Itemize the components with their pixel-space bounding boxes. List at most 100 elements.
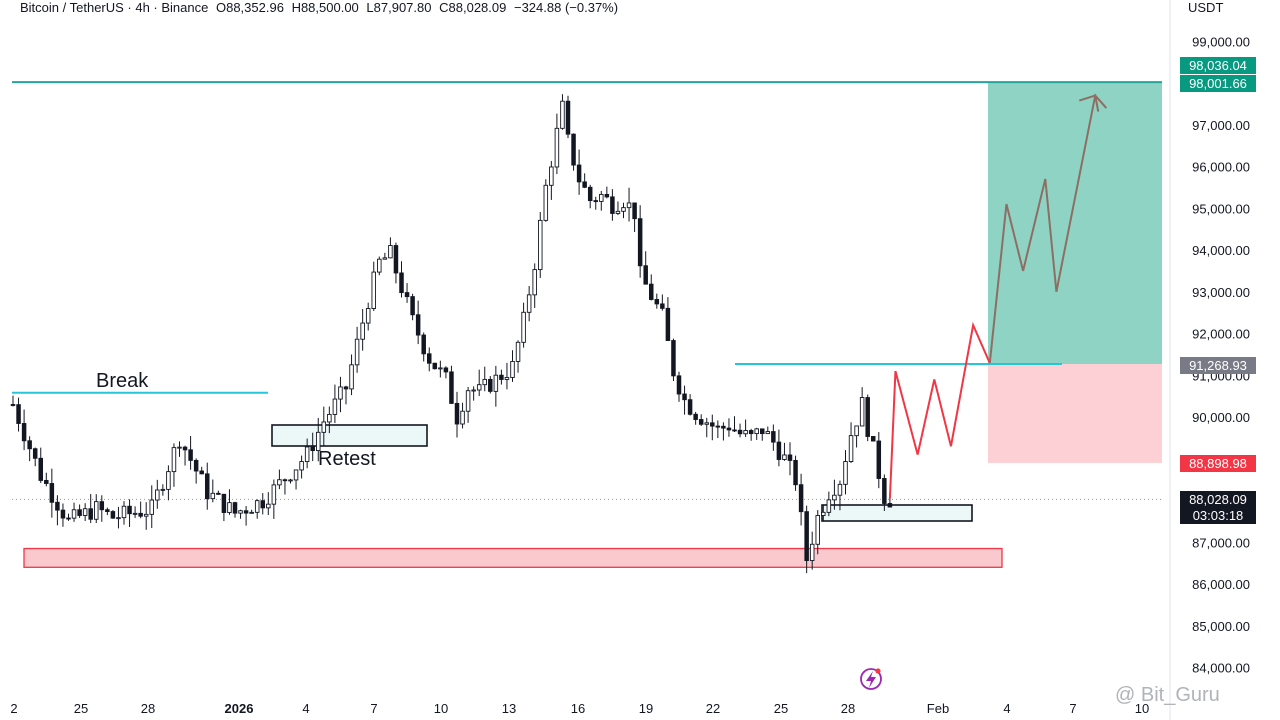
candle-body [621, 207, 626, 212]
ohlc-open: O88,352.96 [215, 0, 284, 15]
y-tick-label: 84,000.00 [1192, 661, 1250, 676]
price-tag-91268: 91,268.93 [1180, 357, 1256, 374]
candle [682, 385, 687, 415]
current-price-tag: 88,028.09 [1180, 491, 1256, 508]
support-zone [23, 547, 1003, 568]
candle [832, 479, 837, 510]
candle [809, 531, 815, 570]
candle-body [377, 258, 382, 273]
candle [599, 191, 604, 211]
candle [837, 480, 843, 511]
price-unit-label[interactable]: USDT [1188, 0, 1224, 15]
candle-body [310, 446, 315, 452]
x-tick-label: 7 [370, 701, 377, 716]
alert-icon[interactable] [860, 668, 882, 690]
candle [155, 479, 160, 509]
candle [826, 491, 832, 517]
candle-body [438, 367, 443, 370]
candle [476, 369, 482, 397]
candle-body [832, 494, 837, 501]
candle [132, 506, 138, 518]
candle [321, 406, 327, 447]
candle-body [721, 425, 726, 429]
candle-body [687, 399, 693, 415]
candle [665, 297, 671, 341]
candle-body [410, 296, 415, 316]
candle-body [60, 509, 66, 519]
candle [798, 473, 804, 526]
candle-body [854, 425, 859, 437]
candle [410, 293, 415, 321]
projected-path-red [888, 321, 991, 499]
candle [676, 371, 682, 402]
candle [637, 205, 643, 278]
candle [399, 261, 404, 298]
candle [754, 427, 759, 440]
candle [654, 293, 660, 309]
candle [582, 173, 587, 189]
candle [854, 425, 859, 448]
candle [349, 354, 354, 396]
candle [521, 302, 526, 348]
candle [465, 387, 471, 423]
candle [82, 503, 88, 522]
candle-body [876, 440, 882, 479]
candle-body [404, 292, 410, 298]
candle [188, 435, 193, 470]
candle-body [476, 384, 482, 391]
symbol-name[interactable]: Bitcoin / TetherUS · 4h · Binance [20, 0, 209, 15]
candle-body [754, 428, 759, 435]
candle-body [549, 166, 554, 186]
candle-body [371, 271, 377, 309]
candle-body [821, 511, 826, 516]
candle [93, 494, 99, 523]
candle-body [809, 543, 815, 562]
x-tick-label: 25 [774, 701, 788, 716]
candle [415, 300, 421, 345]
candle-body [632, 202, 637, 220]
candle-body [493, 374, 499, 392]
candle-body [66, 517, 71, 520]
candle-body [865, 397, 870, 437]
candle [177, 441, 182, 457]
candle [449, 365, 454, 404]
ohlc-low: L87,907.80 [366, 0, 432, 15]
candle-body [760, 428, 765, 435]
candle [310, 432, 315, 462]
candle-body [227, 502, 232, 513]
candle-body [105, 509, 110, 512]
candle [776, 429, 782, 467]
candle-body [332, 398, 338, 415]
candle-body [99, 501, 105, 511]
candle-body [565, 100, 571, 135]
candle-body [193, 459, 199, 472]
candle-body [360, 322, 365, 340]
candle [626, 187, 632, 222]
candle-body [199, 470, 204, 475]
candle-body [482, 378, 488, 386]
candle-body [21, 423, 27, 442]
candle-body [321, 421, 327, 433]
candle [193, 458, 199, 484]
candle-body [715, 425, 721, 428]
candle [77, 504, 82, 518]
candle [382, 252, 388, 260]
candle-body [515, 341, 521, 362]
candle-body [415, 314, 421, 336]
candle [232, 501, 238, 518]
candle [121, 501, 127, 525]
price-tag-88898: 88,898.98 [1180, 455, 1256, 472]
candle-body [171, 447, 177, 473]
candle-body [693, 413, 698, 420]
candle [421, 332, 426, 362]
candle-body [10, 404, 16, 406]
candle [338, 376, 343, 413]
candle-body [732, 429, 737, 432]
candle [166, 465, 171, 501]
candle [438, 360, 443, 378]
candle [266, 492, 271, 516]
candle-body [859, 397, 865, 427]
candle-body [16, 404, 21, 424]
y-tick-label: 87,000.00 [1192, 535, 1250, 550]
